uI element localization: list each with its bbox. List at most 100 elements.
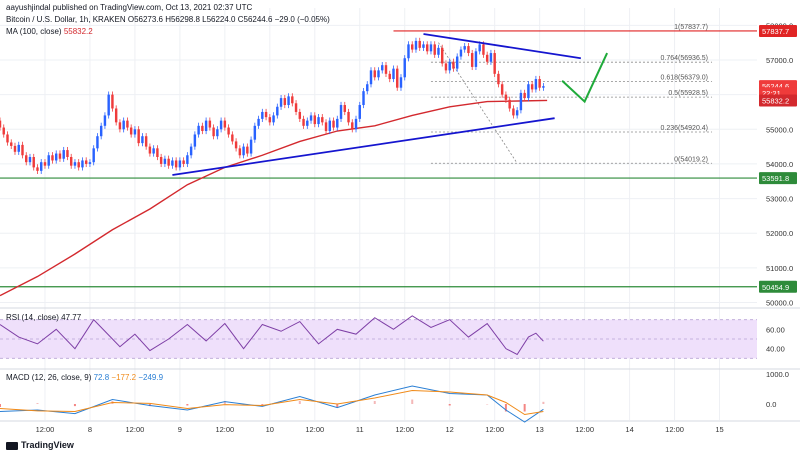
x-tick-label: 12:00 — [305, 425, 324, 434]
trendlines — [172, 33, 582, 176]
macd-histogram-bar — [186, 404, 189, 406]
horizontal-levels — [0, 30, 757, 288]
projection-arrow-line — [561, 52, 609, 104]
candle-body — [497, 73, 500, 85]
candle-body — [358, 105, 361, 119]
price-label-text: 57837.7 — [762, 27, 789, 36]
candle-body — [28, 157, 32, 163]
candle-body — [328, 120, 332, 132]
candle-body — [519, 92, 523, 111]
projection-arrow — [561, 52, 609, 104]
candle-body — [500, 84, 504, 95]
candle-body — [444, 63, 448, 71]
macd-histogram-bar — [486, 404, 489, 405]
candle-body — [309, 115, 313, 121]
rsi-tick-label: 60.00 — [766, 325, 785, 334]
y-tick-label: 52000.0 — [766, 229, 793, 238]
macd-tick-label: 0.0 — [766, 400, 776, 409]
rsi-label: RSI (14, close) — [6, 313, 59, 322]
macd-tick-label: 1000.0 — [766, 370, 789, 379]
price-label-tag — [759, 172, 797, 185]
candle-body — [84, 160, 88, 164]
candle-body — [21, 144, 24, 156]
x-tick-label: 12:00 — [575, 425, 594, 434]
candle-body — [10, 142, 13, 146]
candle-body — [257, 118, 260, 126]
y-tick-label: 57000.0 — [766, 56, 793, 65]
x-tick-label: 8 — [88, 425, 92, 434]
macd-histogram-bar — [223, 401, 226, 404]
descending-resistance-trendline — [423, 33, 582, 60]
candle-body — [92, 148, 95, 163]
candle-body — [156, 148, 159, 157]
candle-body — [437, 47, 440, 55]
candle-body — [219, 120, 223, 130]
candle-body — [223, 120, 227, 128]
macd-histogram-bar — [336, 404, 339, 408]
candle-body — [294, 103, 298, 112]
candle-body — [171, 160, 174, 166]
candle-body — [467, 46, 470, 54]
price-label-tag — [759, 94, 797, 107]
candle-body — [429, 44, 433, 52]
candle-body — [111, 94, 114, 109]
x-tick-label: 9 — [178, 425, 182, 434]
candle-body — [43, 162, 47, 166]
candle-body — [392, 68, 395, 80]
price-label-text: 53591.8 — [762, 174, 789, 183]
macd-histogram-bar — [0, 404, 1, 407]
candle-body — [204, 120, 208, 132]
candle-body — [422, 44, 425, 48]
candle-body — [126, 120, 129, 128]
candle-body — [122, 120, 125, 130]
candle-body — [489, 53, 493, 62]
x-tick-label: 14 — [625, 425, 633, 434]
candle-body — [212, 127, 215, 137]
x-tick-label: 12:00 — [126, 425, 145, 434]
candle-body — [234, 141, 238, 149]
candle-body — [493, 53, 496, 74]
candle-body — [534, 79, 538, 90]
candle-body — [362, 91, 365, 106]
candle-body — [174, 160, 178, 168]
candle-body — [141, 136, 144, 144]
candle-body — [133, 129, 137, 135]
x-tick-label: 12:00 — [395, 425, 414, 434]
candle-body — [231, 134, 234, 142]
signal-line — [0, 389, 544, 416]
candle-body — [321, 117, 324, 123]
candle-body — [268, 117, 272, 123]
candle-body — [347, 111, 350, 123]
price-label-text: 56244.6 — [762, 82, 789, 91]
candle-body — [0, 120, 2, 128]
candle-body — [167, 158, 170, 166]
candle-body — [530, 84, 534, 90]
candle-body — [17, 144, 20, 152]
candle-body — [242, 146, 245, 156]
candle-body — [189, 146, 193, 156]
fib-level-label: 0.764(56936.5) — [661, 55, 708, 62]
macd-lines — [0, 385, 545, 423]
tradingview-logo-icon — [6, 441, 18, 450]
candle-body — [448, 61, 451, 71]
ma-label: MA (100, close) — [6, 27, 62, 36]
y-tick-label: 50000.0 — [766, 299, 793, 308]
macd-hist-value: −249.9 — [138, 373, 164, 382]
candle-body — [396, 68, 399, 88]
candle-body — [504, 94, 508, 100]
moving-average — [0, 99, 548, 297]
x-tick-label: 12:00 — [215, 425, 234, 434]
candles — [0, 37, 545, 174]
candle-body — [193, 134, 197, 147]
macd-histogram-bar — [373, 401, 376, 404]
candle-body — [542, 86, 545, 88]
candle-body — [291, 96, 294, 104]
candle-body — [283, 98, 287, 106]
candle-body — [129, 127, 133, 135]
fib-retracement: 1(57837.7) 0.764(56936.5) 0.618(56379.0) 0.… — [430, 24, 713, 164]
candle-body — [182, 160, 185, 164]
candle-body — [54, 153, 58, 161]
fib-level-label: 0.618(56379.0) — [661, 74, 708, 81]
ohlc-values: O56273.6 H56298.8 L56224.0 C56244.6 −29.… — [127, 15, 330, 24]
rsi-tick-label: 40.00 — [766, 345, 785, 354]
